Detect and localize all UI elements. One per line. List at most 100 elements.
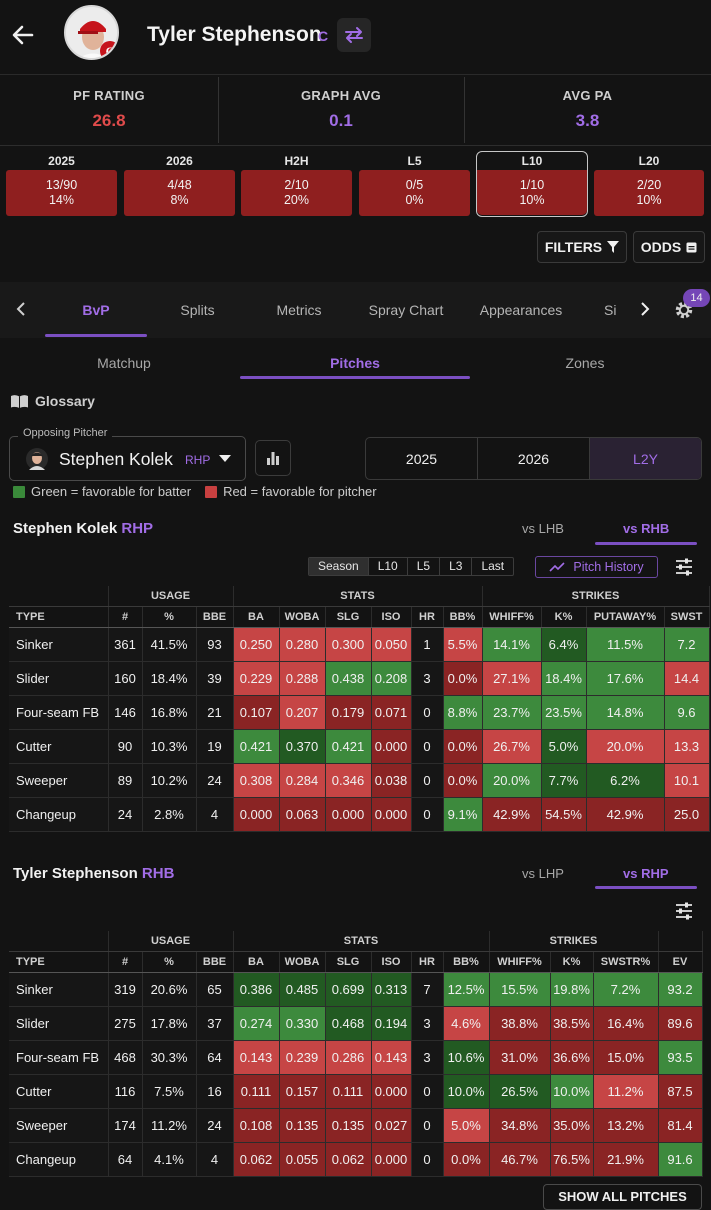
subtab-matchup[interactable]: Matchup bbox=[97, 355, 151, 371]
odds-button[interactable]: ODDS bbox=[633, 231, 705, 263]
glossary-link[interactable]: Glossary bbox=[10, 393, 95, 409]
column-header[interactable]: EV bbox=[658, 951, 703, 973]
column-header[interactable]: SLG bbox=[325, 606, 372, 628]
column-header[interactable]: # bbox=[108, 951, 143, 973]
split-box-l5[interactable]: L5 0/5 0% bbox=[359, 153, 470, 217]
stat-cell: 0.346 bbox=[325, 763, 372, 798]
tab-metrics[interactable]: Metrics bbox=[276, 302, 322, 318]
stat-cell: 26.5% bbox=[489, 1074, 551, 1109]
sliders-icon[interactable] bbox=[674, 557, 694, 577]
column-header[interactable]: SWSTR% bbox=[593, 951, 659, 973]
range-l5[interactable]: L5 bbox=[408, 558, 441, 575]
batter-section-title: Tyler Stephenson RHB bbox=[13, 865, 175, 882]
stat-cell: 21 bbox=[196, 695, 234, 730]
column-header[interactable]: BB% bbox=[443, 951, 490, 973]
chevron-right-icon[interactable] bbox=[638, 301, 652, 322]
column-header[interactable]: SLG bbox=[325, 951, 372, 973]
stat-cell: 17.6% bbox=[586, 661, 665, 696]
column-header[interactable]: WHIFF% bbox=[489, 951, 551, 973]
split-box-h2h[interactable]: H2H 2/10 20% bbox=[241, 153, 352, 217]
opposing-pitcher-select[interactable]: Stephen Kolek RHP bbox=[9, 436, 246, 481]
column-header[interactable]: BB% bbox=[443, 606, 483, 628]
season-2026[interactable]: 2026 bbox=[478, 438, 590, 479]
column-header[interactable]: % bbox=[142, 606, 197, 628]
stat-cell: 42.9% bbox=[586, 797, 665, 832]
stat-cell: 10.1 bbox=[664, 763, 710, 798]
stat-cell: 20.6% bbox=[142, 972, 197, 1007]
season-selector: 2025 2026 L2Y bbox=[365, 437, 702, 480]
tab-bvp[interactable]: BvP bbox=[82, 302, 110, 318]
stat-cell: 0.027 bbox=[371, 1108, 412, 1143]
tab-appearances[interactable]: Appearances bbox=[479, 302, 563, 318]
stat-cell: 64 bbox=[196, 1040, 234, 1075]
column-header[interactable]: PUTAWAY% bbox=[586, 606, 665, 628]
subtab-zones[interactable]: Zones bbox=[565, 355, 605, 371]
range-season[interactable]: Season bbox=[309, 558, 369, 575]
table-group-usage: USAGE bbox=[108, 931, 234, 952]
stat-cell: 30.3% bbox=[142, 1040, 197, 1075]
subtab-pitches[interactable]: Pitches bbox=[330, 355, 380, 371]
stat-cell: 361 bbox=[108, 627, 143, 662]
stat-cell: 0.370 bbox=[279, 729, 326, 764]
column-header[interactable]: HR bbox=[411, 606, 444, 628]
season-2025[interactable]: 2025 bbox=[366, 438, 478, 479]
pitch-history-button[interactable]: Pitch History bbox=[535, 556, 658, 578]
column-header[interactable]: % bbox=[142, 951, 197, 973]
tab-splits[interactable]: Splits bbox=[180, 302, 215, 318]
range-last[interactable]: Last bbox=[481, 559, 505, 573]
column-header[interactable]: BA bbox=[233, 606, 280, 628]
stat-cell: 23.5% bbox=[541, 695, 587, 730]
column-header[interactable]: ISO bbox=[371, 951, 412, 973]
column-header[interactable]: HR bbox=[411, 951, 444, 973]
gear-icon[interactable] bbox=[674, 300, 694, 325]
split-box-l20[interactable]: L20 2/20 10% bbox=[594, 153, 704, 217]
column-header[interactable]: BA bbox=[233, 951, 280, 973]
range-l10[interactable]: L10 bbox=[369, 558, 408, 575]
chart-button[interactable] bbox=[255, 440, 291, 476]
column-header[interactable]: ISO bbox=[371, 606, 412, 628]
column-header[interactable]: WOBA bbox=[279, 606, 326, 628]
stat-cell: 13.3 bbox=[664, 729, 710, 764]
split-box-2025[interactable]: 2025 13/90 14% bbox=[6, 153, 117, 217]
column-header[interactable]: BBE bbox=[196, 606, 234, 628]
column-header[interactable]: K% bbox=[541, 606, 587, 628]
pitch-type-cell: Four-seam FB bbox=[9, 695, 109, 730]
column-header[interactable]: WHIFF% bbox=[482, 606, 542, 628]
show-all-pitches-button[interactable]: SHOW ALL PITCHES bbox=[543, 1184, 702, 1210]
stat-cell: 7.2% bbox=[593, 972, 659, 1007]
filters-button[interactable]: FILTERS bbox=[537, 231, 627, 263]
tab-similar[interactable]: Si bbox=[604, 302, 617, 318]
stat-cell: 65 bbox=[196, 972, 234, 1007]
table-row: Sinker 361 41.5% 93 0.250 0.280 0.300 0.050 1 5.5… bbox=[9, 627, 710, 662]
column-header[interactable]: # bbox=[108, 606, 143, 628]
column-header[interactable]: TYPE bbox=[9, 606, 109, 628]
stat-cell: 0.468 bbox=[325, 1006, 372, 1041]
column-header[interactable]: TYPE bbox=[9, 951, 109, 973]
stat-cell: 93 bbox=[196, 627, 234, 662]
stat-cell: 319 bbox=[108, 972, 143, 1007]
range-l3[interactable]: L3 bbox=[440, 558, 473, 575]
vs-rhb-tab[interactable]: vs RHB bbox=[623, 521, 670, 536]
stat-cell: 7 bbox=[411, 972, 444, 1007]
stat-cell: 15.0% bbox=[593, 1040, 659, 1075]
stat-cell: 42.9% bbox=[482, 797, 542, 832]
back-arrow-icon[interactable] bbox=[10, 22, 36, 48]
column-header[interactable]: BBE bbox=[196, 951, 234, 973]
season-l2y[interactable]: L2Y bbox=[590, 438, 701, 479]
opposing-pitcher-label: Opposing Pitcher bbox=[18, 427, 113, 439]
vs-lhb-tab[interactable]: vs LHB bbox=[522, 521, 564, 536]
pitch-type-cell: Slider bbox=[9, 1006, 109, 1041]
stat-cell: 4 bbox=[196, 797, 234, 832]
column-header[interactable]: SWST bbox=[664, 606, 710, 628]
column-header[interactable]: WOBA bbox=[279, 951, 326, 973]
tab-spray-chart[interactable]: Spray Chart bbox=[368, 302, 444, 318]
vs-rhp-tab[interactable]: vs RHP bbox=[623, 866, 669, 881]
split-box-l10[interactable]: L10 1/10 10% bbox=[476, 151, 588, 217]
chevron-left-icon[interactable] bbox=[14, 301, 28, 322]
table-row: Changeup 24 2.8% 4 0.000 0.063 0.000 0.000 0 9.1%… bbox=[9, 797, 710, 832]
vs-lhp-tab[interactable]: vs LHP bbox=[522, 866, 564, 881]
column-header[interactable]: K% bbox=[550, 951, 594, 973]
split-box-2026[interactable]: 2026 4/48 8% bbox=[124, 153, 235, 217]
sliders-icon[interactable] bbox=[674, 901, 694, 921]
swap-button[interactable] bbox=[337, 18, 371, 52]
